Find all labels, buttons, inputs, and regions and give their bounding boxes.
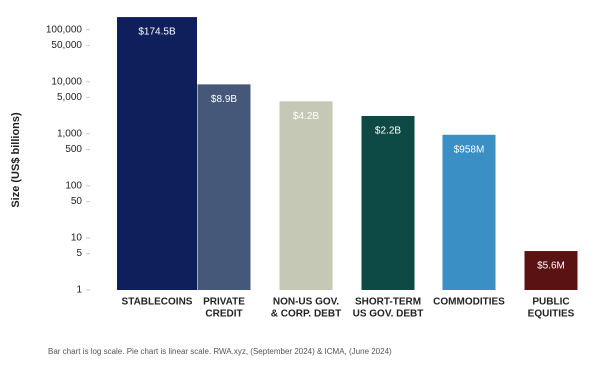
y-tick-label: 500: [65, 144, 82, 155]
x-tick-label: PRIVATE: [203, 297, 245, 308]
x-tick-label: COMMODITIES: [433, 297, 505, 308]
bar: [279, 101, 333, 290]
x-tick-label: & CORP. DEBT: [271, 309, 341, 320]
value-label: $5.6M: [537, 261, 565, 272]
x-tick-label: EQUITIES: [528, 309, 575, 320]
x-tick-label: STABLECOINS: [122, 297, 193, 308]
y-tick-label: 10,000: [51, 76, 82, 87]
x-tick-label: US GOV. DEBT: [353, 309, 424, 320]
x-tick-label: NON-US GOV.: [273, 297, 340, 308]
x-tick-label: CREDIT: [205, 309, 242, 320]
bar: [524, 251, 578, 290]
y-tick-label: 1: [76, 285, 82, 296]
x-tick-label: SHORT-TERM: [355, 297, 421, 308]
value-label: $174.5B: [138, 27, 176, 38]
bar: [117, 17, 197, 290]
y-tick-label: 100,000: [46, 24, 83, 35]
bar: [361, 115, 415, 290]
footnote: Bar chart is log scale. Pie chart is lin…: [48, 347, 392, 356]
x-tick-label: PUBLIC: [532, 297, 569, 308]
y-tick-label: 5,000: [57, 92, 82, 103]
y-tick-label: 1,000: [57, 128, 82, 139]
bar: [442, 134, 496, 290]
y-tick-label: 5: [76, 248, 82, 259]
value-label: $8.9B: [211, 94, 237, 105]
y-tick-label: 10: [71, 233, 83, 244]
value-label: $2.2B: [375, 126, 401, 137]
bar: [197, 84, 251, 290]
y-tick-label: 50,000: [51, 40, 82, 51]
y-tick-label: 100: [65, 181, 82, 192]
y-tick-label: 50: [71, 196, 83, 207]
y-axis-label: Size (US$ billions): [10, 112, 22, 208]
value-label: $4.2B: [293, 111, 319, 122]
value-label: $958M: [454, 144, 485, 155]
